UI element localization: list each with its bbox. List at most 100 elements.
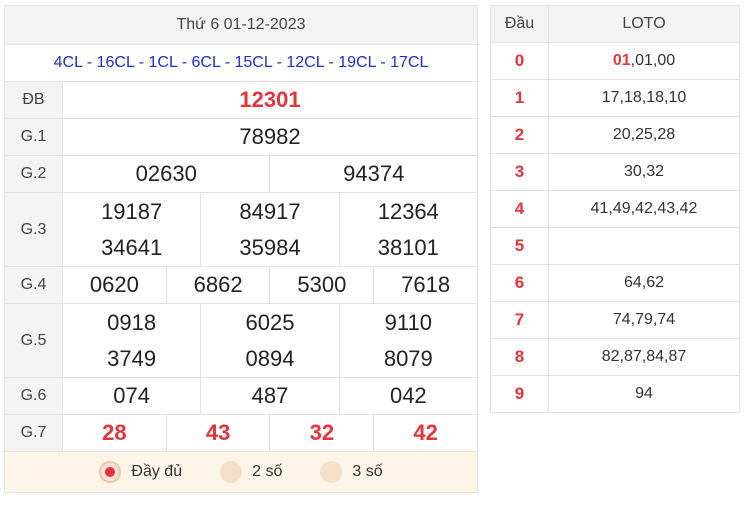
prize-label: G.7 [4, 414, 63, 452]
prize-value: 02630 [61, 155, 271, 193]
prize-value: 0620 [62, 266, 167, 304]
loto-numbers: 41,49,42,43,42 [548, 190, 740, 228]
loto-dau: 9 [490, 375, 549, 413]
loto-numbers [548, 227, 740, 265]
loto-numbers: 94 [548, 375, 740, 413]
display-options-bar: Đầy đủ 2 số 3 số [4, 451, 478, 493]
prize-value: 042 [338, 377, 479, 415]
loto-numbers: 30,32 [548, 153, 740, 191]
option-label: 3 số [352, 463, 383, 480]
loto-row: 9 94 [490, 375, 740, 413]
prize-value: 9110 [384, 309, 432, 335]
prize-label: G.4 [4, 266, 63, 304]
prize-row-g6: G.6 074 487 042 [4, 377, 479, 415]
prize-row-g3: G.3 19187 34641 84917 35984 12364 38101 [4, 192, 479, 267]
prize-label: G.2 [4, 155, 63, 193]
loto-numbers: 01,01,00 [548, 42, 740, 80]
prize-value: 5300 [269, 266, 375, 304]
prize-label: G.5 [4, 303, 63, 378]
option-3-digits[interactable]: 3 số [320, 461, 383, 483]
loto-numbers: 74,79,74 [548, 301, 740, 339]
prize-value: 12364 [377, 198, 439, 224]
prize-label: G.1 [4, 118, 63, 156]
prize-value: 35984 [239, 234, 301, 260]
loto-values: 17,18,18,10 [601, 89, 687, 106]
loto-numbers: 82,87,84,87 [548, 338, 740, 376]
prize-row-g7: G.7 28 43 32 42 [4, 414, 478, 452]
prize-value: 6862 [165, 266, 271, 304]
prize-cell: 84917 35984 [200, 192, 340, 267]
special-prize-value: 12301 [62, 81, 478, 119]
loto-values: 20,25,28 [612, 126, 676, 143]
loto-row: 2 20,25,28 [490, 116, 740, 154]
loto-row: 7 74,79,74 [490, 301, 740, 339]
prize-value: 32 [269, 414, 375, 452]
loto-highlight: 01 [612, 52, 631, 69]
loto-header-dau: Đầu [490, 5, 549, 43]
prize-value: 8079 [383, 345, 433, 371]
loto-dau: 0 [490, 42, 549, 80]
radio-icon[interactable] [220, 461, 243, 483]
loto-row: 0 01,01,00 [490, 42, 740, 80]
prize-value: 0894 [245, 345, 295, 371]
loto-row: 6 64,62 [490, 264, 740, 302]
prize-value: 3749 [107, 345, 157, 371]
prize-label: ĐB [4, 81, 63, 119]
prize-value: 0918 [107, 309, 157, 335]
loto-row: 1 17,18,18,10 [490, 79, 740, 117]
loto-values: 74,79,74 [612, 311, 676, 328]
province-codes: 4CL - 16CL - 1CL - 6CL - 15CL - 12CL - 1… [4, 44, 478, 82]
loto-row: 8 82,87,84,87 [490, 338, 740, 376]
loto-numbers: 17,18,18,10 [548, 79, 740, 117]
prize-label: G.6 [4, 377, 63, 415]
loto-row: 3 30,32 [490, 153, 740, 191]
prize-row-g1: G.1 78982 [4, 118, 478, 156]
radio-icon[interactable] [320, 461, 343, 483]
loto-dau: 5 [490, 227, 549, 265]
loto-values: 94 [635, 385, 653, 402]
results-date-title: Thứ 6 01-12-2023 [4, 5, 478, 45]
prize-value: 38101 [377, 234, 439, 260]
loto-dau: 8 [490, 338, 549, 376]
loto-header-loto: LOTO [548, 5, 740, 43]
prize-value: 94374 [269, 155, 478, 193]
prize-label: G.3 [4, 192, 63, 267]
loto-values: 64,62 [623, 274, 665, 291]
prize-value: 074 [61, 377, 202, 415]
loto-dau: 1 [490, 79, 549, 117]
prize-cell: 6025 0894 [200, 303, 340, 378]
option-label: Đầy đủ [131, 463, 183, 480]
prize-value: 78982 [62, 118, 478, 156]
prize-row-g2: G.2 02630 94374 [4, 155, 478, 193]
prize-value: 6025 [245, 309, 295, 335]
option-label: 2 số [252, 463, 283, 480]
option-2-digits[interactable]: 2 số [220, 461, 282, 483]
option-full[interactable]: Đầy đủ [99, 461, 182, 483]
loto-row: 5 [490, 227, 740, 265]
loto-values: ,01,00 [630, 52, 676, 69]
prize-cell: 0918 3749 [61, 303, 202, 378]
radio-selected-icon[interactable] [99, 461, 122, 483]
prize-value: 487 [200, 377, 340, 415]
prize-value: 28 [62, 414, 167, 452]
loto-numbers: 20,25,28 [548, 116, 740, 154]
prize-cell: 19187 34641 [61, 192, 202, 267]
prize-value: 19187 [101, 198, 163, 224]
prize-value: 7618 [373, 266, 478, 304]
prize-value: 84917 [239, 198, 301, 224]
loto-dau: 2 [490, 116, 549, 154]
loto-numbers: 64,62 [548, 264, 740, 302]
loto-table: Đầu LOTO 0 01,01,00 1 17,18,18,10 2 20,25,28 3… [490, 5, 740, 413]
loto-dau: 6 [490, 264, 549, 302]
results-table: Thứ 6 01-12-2023 4CL - 16CL - 1CL - 6CL … [4, 5, 479, 493]
loto-dau: 7 [490, 301, 549, 339]
loto-row: 4 41,49,42,43,42 [490, 190, 740, 228]
loto-values: 30,32 [623, 163, 665, 180]
prize-cell: 9110 8079 [338, 303, 479, 378]
loto-dau: 4 [490, 190, 549, 228]
prize-row-db: ĐB 12301 [4, 81, 478, 119]
prize-row-g4: G.4 0620 6862 5300 7618 [4, 266, 478, 304]
loto-values: 41,49,42,43,42 [590, 200, 698, 217]
prize-row-g5: G.5 0918 3749 6025 0894 9110 8079 [4, 303, 479, 378]
prize-cell: 12364 38101 [338, 192, 479, 267]
